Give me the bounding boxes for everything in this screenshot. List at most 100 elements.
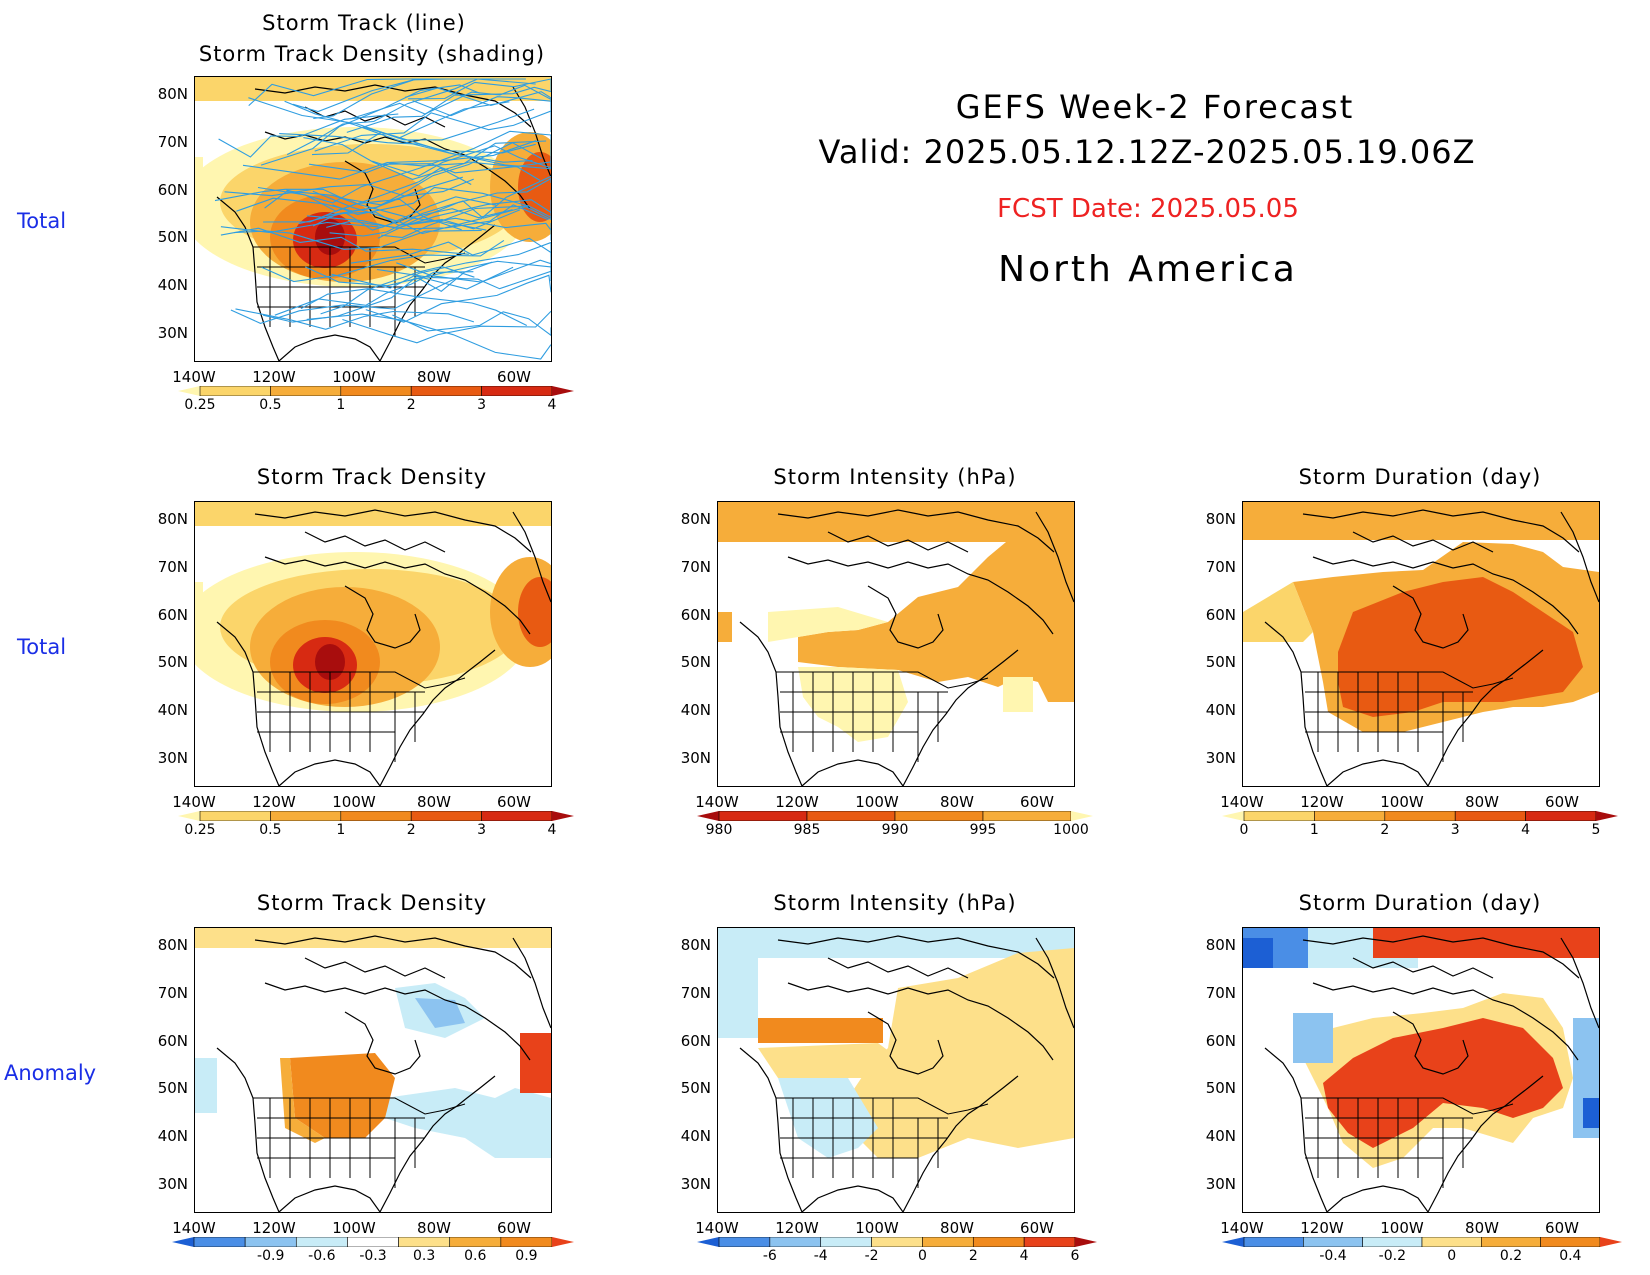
- cbar-density-top-swatch-1: [199, 386, 271, 396]
- p1-density-west-strip: [195, 157, 203, 217]
- m3-lat-label-30N: 30N: [680, 749, 711, 767]
- cbar-anom-intensity-tick-5: 4: [1019, 1248, 1029, 1264]
- cbar-density-top: 0.25 0.5 1 2 3 4: [178, 386, 574, 413]
- m4-lat-label-40N: 40N: [1205, 701, 1236, 719]
- p3-east-patch: [1003, 677, 1033, 712]
- m1-lat-label-30N: 30N: [157, 324, 188, 342]
- m2-lat-label-50N: 50N: [157, 653, 188, 671]
- cbar-duration-swatch-3: [1384, 811, 1456, 821]
- cbar-anom-density-tick-4: 0.6: [464, 1248, 487, 1264]
- cbar-intensity-swatch-1: [718, 811, 808, 821]
- cbar-anom-duration-swatch-3: [1362, 1237, 1423, 1247]
- cbar-anom-duration: -0.4 -0.2 0 0.2 0.4: [1222, 1237, 1622, 1264]
- cbar-anom-intensity-swatch-3: [820, 1237, 872, 1247]
- cbar-density-tick-0: 0.25: [184, 822, 216, 838]
- cbar-intensity-tick-3: 995: [969, 822, 997, 838]
- m2-lat-label-30N: 30N: [157, 749, 188, 767]
- m4-lon-label-60W: 60W: [1545, 793, 1579, 811]
- m6-lon-label-80W: 80W: [940, 1219, 974, 1237]
- cbar-duration-swatch-2: [1314, 811, 1386, 821]
- m3-lat-label-60N: 60N: [680, 606, 711, 624]
- m3-lon-label-100W: 100W: [855, 793, 899, 811]
- m1-lon-label-80W: 80W: [417, 368, 451, 386]
- cbar-density-tick-5: 4: [547, 822, 557, 838]
- p5-neg-east: [385, 1088, 551, 1158]
- map-density-anomaly: [194, 927, 552, 1213]
- p5-neg-west: [195, 1058, 217, 1113]
- coastline-overlay: [216, 84, 551, 361]
- m4-lon-label-80W: 80W: [1465, 793, 1499, 811]
- cbar-density-top-tick-3: 2: [406, 397, 416, 413]
- m5-lat-label-50N: 50N: [157, 1079, 188, 1097]
- m3-lon-label-140W: 140W: [695, 793, 739, 811]
- cbar-anom-duration-swatch-4: [1421, 1237, 1482, 1247]
- m2-lon-label-60W: 60W: [497, 793, 531, 811]
- coastline-overlay: [216, 935, 551, 1212]
- map-density-anomaly-svg: [195, 928, 551, 1212]
- cbar-density-top-arrow-high: [552, 386, 574, 396]
- cbar-anom-intensity-swatch-5: [922, 1237, 974, 1247]
- map-intensity-anomaly-svg: [718, 928, 1074, 1212]
- row-label-total-1: Total: [17, 209, 67, 233]
- p7-pos-core: [1323, 1018, 1563, 1148]
- cbar-duration-swatch-1: [1243, 811, 1315, 821]
- coastline-overlay: [739, 935, 1074, 1212]
- cbar-density-top-tick-1: 0.5: [259, 397, 282, 413]
- p6-band-north: [718, 928, 1074, 958]
- m3-lat-label-40N: 40N: [680, 701, 711, 719]
- cbar-density-tick-3: 2: [406, 822, 416, 838]
- m4-lat-label-70N: 70N: [1205, 558, 1236, 576]
- panel7-title: Storm Duration (day): [1298, 891, 1542, 915]
- cbar-anom-duration-swatch-6: [1540, 1237, 1601, 1247]
- m7-lat-label-30N: 30N: [1205, 1175, 1236, 1193]
- p5-neg-hudson-core: [415, 998, 465, 1028]
- p5-pos-east: [520, 1033, 551, 1093]
- cbar-anom-density-swatch-2: [244, 1237, 297, 1247]
- cbar-anom-duration-arrow-low: [1222, 1237, 1244, 1247]
- m5-lat-label-30N: 30N: [157, 1175, 188, 1193]
- row-label-anomaly: Anomaly: [4, 1061, 97, 1085]
- panel4-title: Storm Duration (day): [1298, 465, 1542, 489]
- cbar-intensity-swatch-2: [806, 811, 896, 821]
- map-storm-intensity: [717, 501, 1075, 787]
- m1-lon-label-120W: 120W: [252, 368, 296, 386]
- cbar-duration-swatches: [1222, 811, 1618, 821]
- m3-lon-label-60W: 60W: [1020, 793, 1054, 811]
- m6-lon-label-140W: 140W: [695, 1219, 739, 1237]
- cbar-duration-arrow-low: [1222, 811, 1244, 821]
- cbar-anom-density-arrow-high: [552, 1237, 574, 1247]
- cbar-anom-density-tick-2: -0.3: [359, 1248, 387, 1264]
- cbar-duration-swatch-5: [1525, 811, 1597, 821]
- m2-lon-label-120W: 120W: [252, 793, 296, 811]
- p5-pos-core: [290, 1053, 395, 1138]
- p3-level-995: [798, 522, 1074, 702]
- p6-pos-strip: [758, 1018, 883, 1043]
- m3-lat-label-70N: 70N: [680, 558, 711, 576]
- cbar-density-top-tick-0: 0.25: [184, 397, 216, 413]
- cbar-anom-density-swatches: [172, 1237, 574, 1247]
- cbar-duration-tick-1: 1: [1309, 822, 1319, 838]
- m4-lon-label-140W: 140W: [1220, 793, 1264, 811]
- m2-lat-label-40N: 40N: [157, 701, 188, 719]
- cbar-density: 0.25 0.5 1 2 3 4: [178, 811, 574, 838]
- m1-lat-label-80N: 80N: [157, 85, 188, 103]
- m5-lat-label-40N: 40N: [157, 1127, 188, 1145]
- m6-lat-label-30N: 30N: [680, 1175, 711, 1193]
- m1-lat-label-40N: 40N: [157, 276, 188, 294]
- cbar-anom-intensity-tick-6: 6: [1070, 1248, 1080, 1264]
- cbar-anom-duration-swatch-5: [1481, 1237, 1541, 1247]
- cbar-duration-tick-4: 4: [1521, 822, 1531, 838]
- map-storm-intensity-svg: [718, 502, 1074, 786]
- cbar-anom-intensity-tick-0: -6: [762, 1248, 777, 1264]
- p6-pos-east: [848, 948, 1074, 1158]
- cbar-anom-density-tick-1: -0.6: [308, 1248, 336, 1264]
- valid-range: Valid: 2025.05.12.12Z-2025.05.19.06Z: [818, 133, 1476, 171]
- cbar-anom-intensity-swatches: [697, 1237, 1097, 1247]
- panel3-title: Storm Intensity (hPa): [773, 465, 1017, 489]
- cbar-intensity-arrow-low: [697, 811, 719, 821]
- p3-west-patch: [718, 612, 732, 642]
- cbar-density-tick-2: 1: [336, 822, 346, 838]
- cbar-anom-intensity-tick-1: -4: [813, 1248, 828, 1264]
- cbar-anom-intensity-arrow-high: [1075, 1237, 1097, 1247]
- m2-lat-label-80N: 80N: [157, 510, 188, 528]
